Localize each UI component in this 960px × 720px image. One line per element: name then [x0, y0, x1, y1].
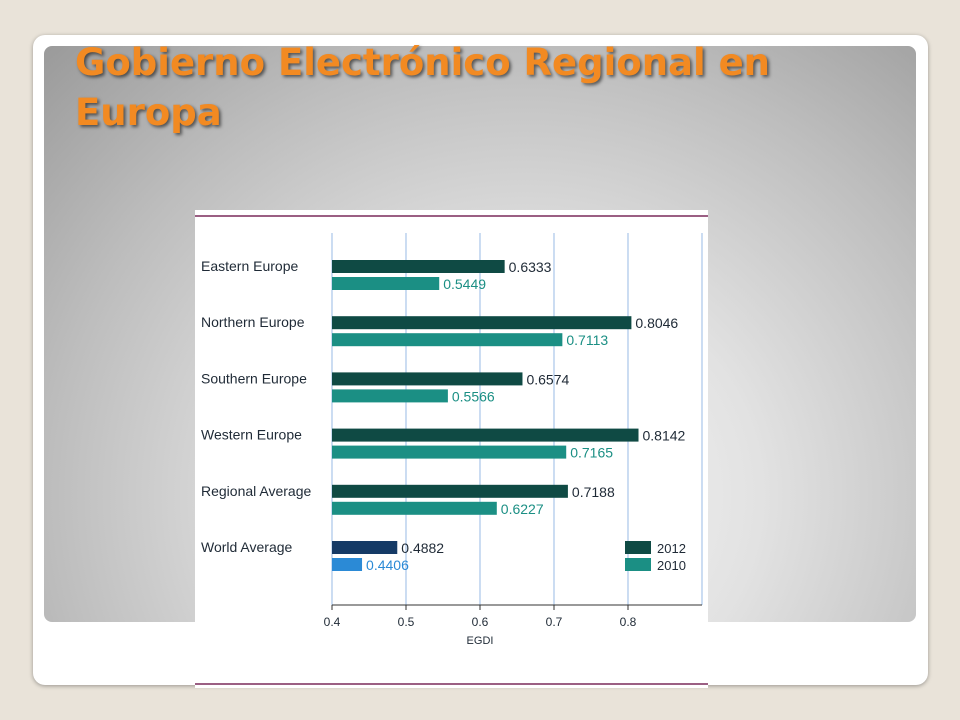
data-label: 0.6227 [501, 501, 544, 517]
bar [332, 428, 639, 442]
chart-image: 0.4 0.5 0.6 0.7 0.8 EGDI Eastern Europe 0.6333 0… [195, 210, 708, 688]
bar [332, 541, 398, 554]
data-label: 0.5566 [452, 388, 495, 404]
data-label: 0.8142 [643, 428, 686, 444]
legend-label: 2012 [657, 541, 686, 556]
data-label: 0.6333 [509, 259, 552, 275]
data-label: 0.6574 [526, 371, 569, 387]
bar [332, 484, 568, 498]
category-label: Western Europe [201, 427, 302, 443]
x-tick-label: 0.6 [472, 615, 489, 629]
category-label: Eastern Europe [201, 258, 298, 274]
x-axis-title: EGDI [467, 635, 494, 647]
data-label: 0.8046 [635, 315, 678, 331]
bar [332, 445, 567, 459]
bar [332, 389, 448, 403]
bar [332, 501, 497, 515]
x-tick-label: 0.8 [620, 615, 637, 629]
legend-swatch [625, 541, 651, 554]
bar [332, 372, 523, 386]
data-label: 0.4882 [401, 540, 444, 556]
category-label: World Average [201, 539, 293, 555]
category-label: Regional Average [201, 483, 311, 499]
bar [332, 558, 363, 571]
category-label: Southern Europe [201, 370, 307, 386]
x-tick-label: 0.5 [398, 615, 415, 629]
data-label: 0.7188 [572, 484, 615, 500]
bar [332, 260, 505, 273]
legend-swatch [625, 558, 651, 571]
egdi-bar-chart: 0.4 0.5 0.6 0.7 0.8 EGDI Eastern Europe 0.6333 0… [195, 215, 708, 685]
legend-label: 2010 [657, 558, 686, 573]
bar [332, 333, 563, 347]
category-label: Northern Europe [201, 314, 305, 330]
x-tick-label: 0.4 [324, 615, 341, 629]
data-label: 0.7113 [566, 332, 608, 348]
data-label: 0.5449 [443, 276, 486, 292]
data-label: 0.4406 [366, 557, 409, 573]
data-label: 0.7165 [570, 445, 613, 461]
bar [332, 316, 632, 330]
slide-title: Gobierno Electrónico Regional en Europa [75, 41, 771, 134]
x-tick-label: 0.7 [546, 615, 563, 629]
bar [332, 277, 440, 290]
